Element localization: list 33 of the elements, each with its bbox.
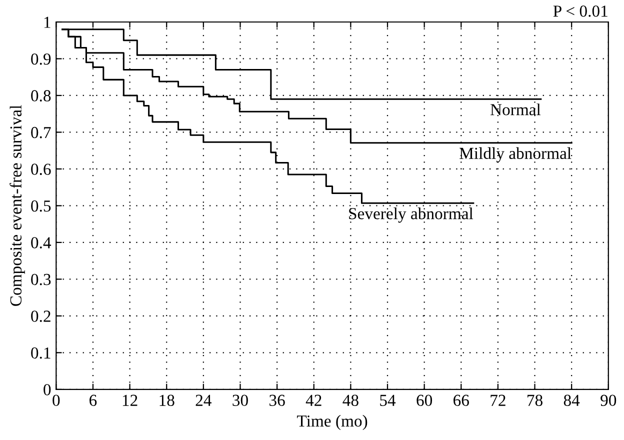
x-tick-label: 78 <box>528 394 542 406</box>
y-axis-title: Composite event-free survival <box>10 105 25 306</box>
series-label: Mildly abnormal <box>460 147 572 162</box>
x-tick-label: 60 <box>416 394 432 406</box>
x-tick-label: 12 <box>122 394 138 406</box>
y-tick-label: 0.8 <box>31 90 51 102</box>
y-tick-label: 0.1 <box>31 347 50 359</box>
y-tick-label: 0 <box>44 384 51 396</box>
x-tick-label: 0 <box>52 394 60 406</box>
x-tick-label: 72 <box>490 394 506 406</box>
y-tick-label: 1 <box>44 16 50 28</box>
x-tick-label: 48 <box>342 394 358 406</box>
x-tick-label: 18 <box>160 394 174 406</box>
x-tick-label: 6 <box>90 394 97 406</box>
x-axis-title: Time (mo) <box>297 414 368 430</box>
x-tick-label: 90 <box>600 394 616 406</box>
series-label: Normal <box>490 104 541 116</box>
x-tick-label: 84 <box>564 394 580 406</box>
x-tick-label: 30 <box>232 394 248 406</box>
y-tick-label: 0.3 <box>31 274 51 286</box>
x-tick-label: 24 <box>196 394 212 406</box>
y-tick-label: 0.7 <box>31 126 51 138</box>
x-tick-label: 66 <box>454 394 469 406</box>
y-tick-label: 0.5 <box>31 200 51 212</box>
x-tick-label: 36 <box>270 394 285 406</box>
series-label: Severely abnormal <box>349 208 474 223</box>
y-tick-label: 0.4 <box>31 237 52 248</box>
x-tick-label: 42 <box>306 394 322 406</box>
y-tick-label: 0.9 <box>31 53 51 65</box>
y-tick-label: 0.2 <box>31 310 50 322</box>
x-tick-label: 54 <box>380 394 396 406</box>
text: P < 0.01 <box>553 6 608 17</box>
y-tick-label: 0.6 <box>31 164 51 175</box>
